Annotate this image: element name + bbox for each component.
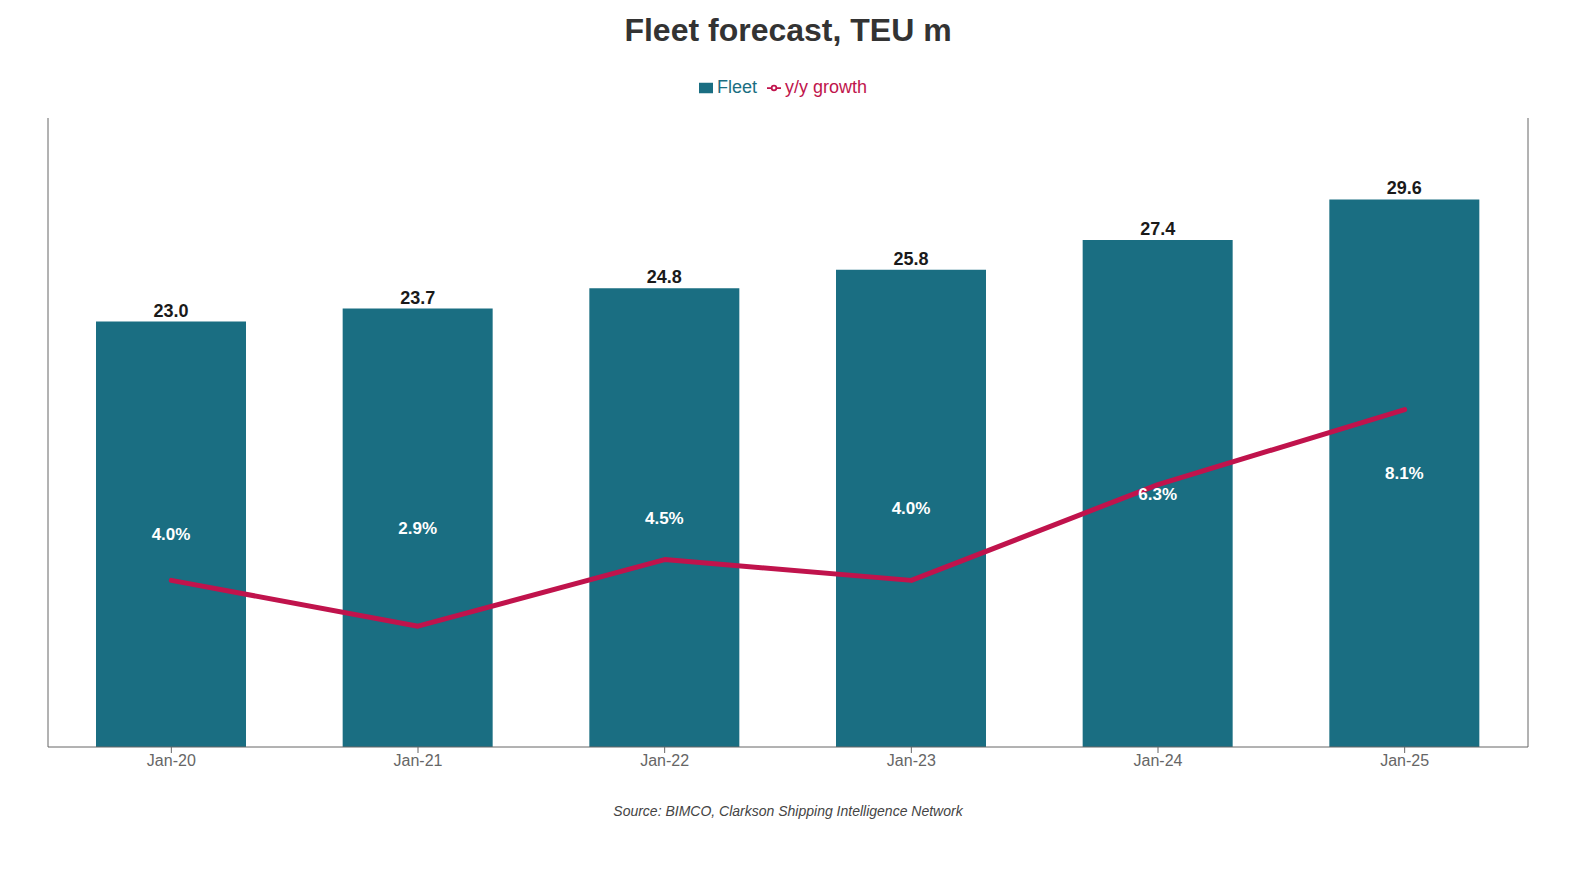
html-text:Fleet: Fleet [717,77,757,97]
html-text:Source: BIMCO, Clarkson Shippi: Source: BIMCO, Clarkson Shipping Intelli… [613,803,963,819]
html-text:y/y growth: y/y growth [785,77,867,97]
svg-text:Jan-24: Jan-24 [1134,752,1183,769]
svg-text:8.1%: 8.1% [1385,464,1424,483]
svg-text:4.5%: 4.5% [645,509,684,528]
svg-text:Jan-23: Jan-23 [887,752,936,769]
svg-text:24.8: 24.8 [647,267,682,287]
svg-text:4.0%: 4.0% [892,499,931,518]
svg-text:27.4: 27.4 [1140,219,1175,239]
svg-text:Jan-22: Jan-22 [640,752,689,769]
svg-text:2.9%: 2.9% [398,519,437,538]
svg-text:23.0: 23.0 [153,301,188,321]
svg-text:4.0%: 4.0% [152,525,191,544]
svg-text:Jan-21: Jan-21 [394,752,443,769]
svg-text:29.6: 29.6 [1387,178,1422,198]
svg-text:Jan-25: Jan-25 [1380,752,1429,769]
html-text:Fleet forecast, TEU m: Fleet forecast, TEU m [624,12,952,48]
svg-text:Jan-20: Jan-20 [147,752,196,769]
svg-text:6.3%: 6.3% [1138,485,1177,504]
svg-text:23.7: 23.7 [400,288,435,308]
svg-text:25.8: 25.8 [893,249,928,269]
